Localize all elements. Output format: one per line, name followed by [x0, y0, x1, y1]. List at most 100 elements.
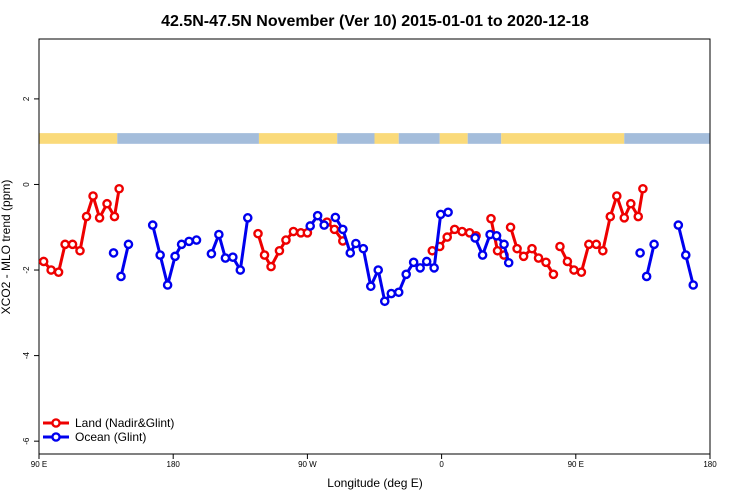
legend: Land (Nadir&Glint) Ocean (Glint) — [43, 416, 174, 444]
land-data-point — [259, 250, 270, 260]
land-data-point — [109, 211, 120, 222]
legend-ocean-marker — [51, 432, 61, 442]
band-ocean-segment — [398, 133, 440, 144]
land-data-point — [541, 257, 551, 268]
plot-frame — [38, 38, 711, 455]
ocean-data-point — [429, 263, 439, 273]
ocean-data-point — [379, 296, 390, 307]
land-data-point — [281, 235, 291, 245]
ocean-data-point — [373, 265, 384, 275]
land-data-point — [505, 222, 516, 233]
land-data-point — [492, 245, 503, 256]
legend-ocean-label: Ocean (Glint) — [75, 430, 146, 444]
ocean-data-point — [401, 269, 411, 280]
ocean-data-point — [443, 207, 453, 218]
band-land-segment — [374, 133, 399, 144]
ocean-data-point — [345, 248, 356, 258]
ocean-data-point — [338, 224, 348, 235]
ocean-data-point — [499, 239, 509, 250]
x-axis-label: Longitude (deg E) — [327, 476, 422, 490]
ocean-data-point — [116, 271, 126, 282]
band-land-segment — [258, 133, 338, 144]
land-data-point — [449, 224, 460, 235]
ocean-data-point — [242, 213, 253, 223]
land-data-point — [266, 261, 276, 272]
ocean-data-point — [470, 233, 480, 243]
y-tick-label: -2 — [22, 266, 31, 274]
land-data-point — [486, 213, 496, 224]
y-axis: 2 0 -2 -4 -6 — [22, 96, 39, 445]
ocean-data-point — [635, 248, 645, 258]
ocean-data-point — [415, 263, 425, 273]
land-data-point — [638, 183, 648, 194]
y-tick-label: 0 — [22, 182, 31, 187]
land-data-point — [114, 183, 124, 194]
land-data-point — [288, 226, 299, 237]
y-tick-label: 2 — [22, 96, 31, 101]
ocean-series-line — [210, 217, 250, 272]
ocean-data-point — [649, 239, 659, 250]
land-data-point — [605, 211, 616, 222]
land-data-point — [81, 211, 92, 222]
ocean-data-point — [176, 239, 187, 250]
ocean-data-point — [330, 212, 341, 223]
ocean-data-point — [170, 251, 180, 262]
y-tick-label: -4 — [22, 351, 31, 359]
land-data-point — [253, 228, 263, 239]
land-data-point — [548, 269, 559, 280]
band-land-segment — [39, 133, 118, 144]
ocean-data-point — [206, 248, 217, 259]
ocean-data-point — [184, 236, 194, 247]
ocean-data-point — [365, 281, 376, 292]
ocean-data-point — [408, 257, 419, 268]
ocean-data-point — [673, 220, 684, 230]
ocean-data-point — [191, 235, 202, 245]
ocean-data-point — [147, 220, 158, 230]
ocean-data-point — [214, 229, 224, 240]
land-data-point — [274, 245, 285, 256]
ocean-data-point — [305, 221, 315, 231]
chart-title: 42.5N-47.5N November (Ver 10) 2015-01-01… — [161, 13, 589, 30]
ocean-data-point — [680, 250, 691, 260]
band-ocean-segment — [117, 133, 259, 144]
land-data-point — [633, 211, 644, 222]
land-data-point — [512, 243, 522, 254]
series-group — [38, 183, 699, 307]
ocean-data-point — [351, 238, 361, 249]
land-data-point — [612, 191, 622, 201]
ocean-data-point — [155, 250, 165, 260]
land-data-point — [569, 265, 579, 275]
land-data-point — [67, 239, 78, 250]
ocean-data-point — [358, 243, 369, 254]
band-ocean-segment — [467, 133, 502, 144]
y-tick-label: -6 — [22, 437, 31, 445]
land-data-point — [584, 239, 594, 250]
land-data-point — [53, 267, 64, 277]
legend-land-marker — [51, 418, 61, 428]
x-tick-label: 180 — [167, 460, 181, 469]
ocean-data-point — [503, 257, 514, 268]
band-ocean-segment — [337, 133, 375, 144]
land-data-point — [625, 198, 636, 209]
ocean-data-point — [235, 265, 246, 275]
band-land-segment — [501, 133, 625, 144]
land-data-point — [60, 239, 70, 250]
ocean-data-point — [386, 288, 397, 299]
land-data-point — [94, 213, 105, 223]
land-data-point — [88, 191, 98, 201]
ocean-data-point — [641, 271, 652, 282]
x-tick-label: 180 — [703, 460, 717, 469]
land-data-point — [562, 256, 573, 267]
x-axis: 90 E 180 90 W 0 90 E 180 — [31, 454, 717, 469]
ocean-data-point — [312, 210, 323, 221]
land-data-point — [518, 251, 529, 262]
ocean-data-point — [228, 252, 238, 262]
ocean-data-point — [108, 248, 119, 258]
ocean-data-point — [162, 280, 173, 290]
x-tick-label: 90 E — [568, 460, 584, 469]
ocean-data-point — [123, 239, 134, 250]
ocean-data-point — [688, 280, 699, 290]
land-data-point — [38, 256, 49, 267]
x-tick-label: 90 E — [31, 460, 47, 469]
